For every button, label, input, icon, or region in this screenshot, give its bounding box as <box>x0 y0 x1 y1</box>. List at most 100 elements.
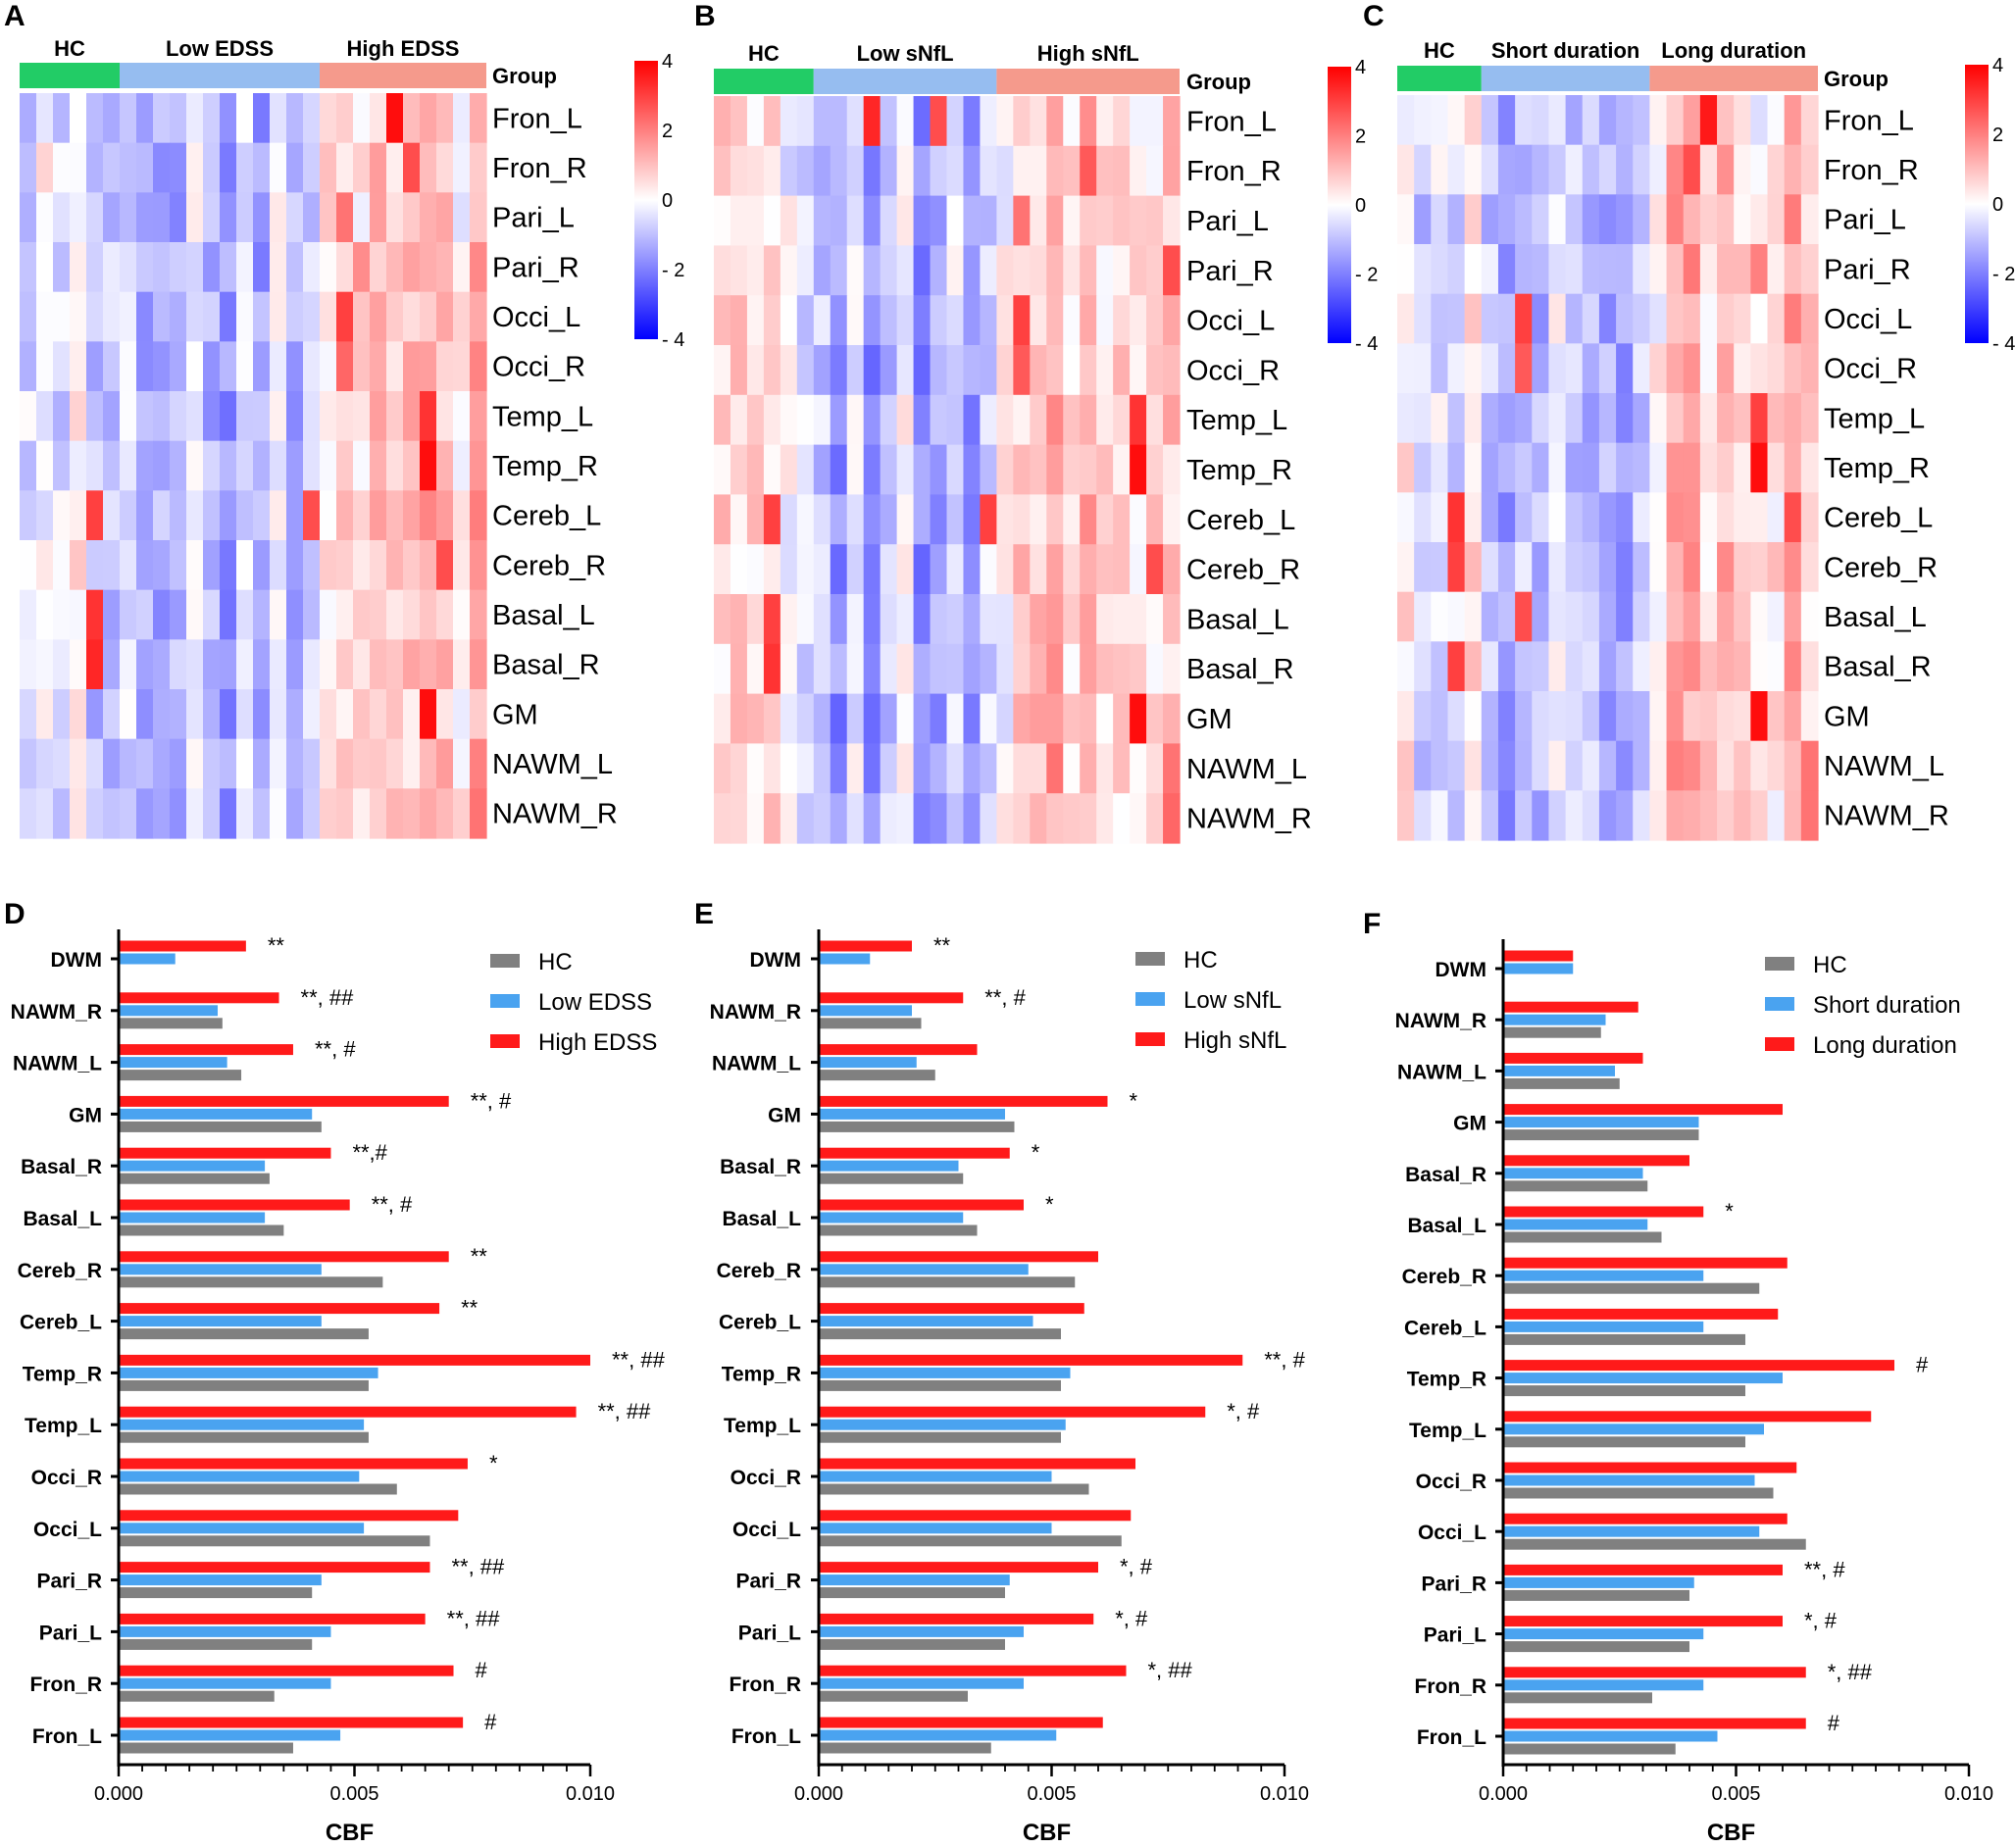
heatmap-cell <box>1130 743 1147 794</box>
bar-low-snfl <box>819 1367 1071 1378</box>
heatmap-cell <box>220 788 237 839</box>
heatmap-cell <box>1532 591 1550 642</box>
heatmap-cell <box>714 444 731 495</box>
heatmap-cell <box>253 142 271 193</box>
x-tick-label: 0.005 <box>1027 1783 1076 1805</box>
category-label-gm: GM <box>69 1104 102 1126</box>
heatmap-cell <box>220 440 237 491</box>
heatmap-cell <box>370 341 387 392</box>
heatmap-cell <box>370 738 387 789</box>
heatmap-cell <box>153 192 171 243</box>
heatmap-cell <box>1532 492 1550 543</box>
row-label-gm: GM <box>1824 701 1870 732</box>
heatmap-cell <box>120 639 137 690</box>
colorbar-tick: - 4 <box>662 329 684 351</box>
heatmap-cell <box>714 494 731 545</box>
heatmap-cell <box>980 444 997 495</box>
heatmap-cell <box>1030 494 1047 545</box>
heatmap-cell <box>1464 393 1483 444</box>
category-label-nawm-r: NAWM_R <box>11 1001 102 1024</box>
heatmap-cell <box>1146 743 1164 794</box>
heatmap-cell <box>1030 544 1047 595</box>
heatmap-cell <box>896 444 915 495</box>
heatmap-cell <box>286 142 304 193</box>
bar-hc <box>1503 1385 1745 1397</box>
heatmap-cell <box>453 291 471 342</box>
heatmap-cell <box>1699 194 1718 245</box>
heatmap-cell <box>1013 693 1031 744</box>
significance-label: **, # <box>471 1088 512 1113</box>
heatmap-cell <box>896 295 915 346</box>
heatmap-cell <box>930 394 948 446</box>
row-label-nawm-l: NAWM_L <box>1824 751 1944 782</box>
bar-long-duration <box>1503 1206 1704 1218</box>
group-bar-0 <box>714 69 814 94</box>
significance-label: *, # <box>1115 1606 1148 1630</box>
heatmap-cell <box>813 643 831 695</box>
heatmap-cell <box>1046 295 1064 346</box>
heatmap-cell <box>1030 444 1047 495</box>
heatmap-cell <box>796 394 815 446</box>
heatmap-cell <box>470 341 487 392</box>
colorbar-tick: 4 <box>1355 57 1366 78</box>
heatmap-cell <box>1096 793 1114 844</box>
heatmap-cell <box>1515 691 1533 742</box>
heatmap-cell <box>1146 594 1164 645</box>
heatmap-cell <box>1750 393 1769 444</box>
heatmap-cell <box>1063 643 1081 695</box>
bar-long-duration <box>1503 1001 1638 1013</box>
bar-high-snfl <box>819 1562 1098 1573</box>
heatmap-cell <box>1666 343 1685 394</box>
heatmap-cell <box>203 589 221 640</box>
significance-label: **, ## <box>447 1606 501 1630</box>
heatmap-cell <box>980 195 997 246</box>
significance-label: * <box>1725 1199 1734 1224</box>
heatmap-cell <box>286 589 304 640</box>
heatmap-cell <box>203 639 221 690</box>
heatmap-cell <box>303 291 321 342</box>
bar-hc <box>119 1070 242 1081</box>
heatmap-cell <box>1096 345 1114 396</box>
significance-label: *, # <box>1227 1399 1260 1423</box>
heatmap-cell <box>220 142 237 193</box>
legend-label: Low EDSS <box>538 989 652 1016</box>
heatmap-cell <box>153 291 171 342</box>
heatmap-cell <box>796 444 815 495</box>
heatmap-cell <box>1699 293 1718 344</box>
heatmap-cell <box>996 295 1014 346</box>
heatmap-cell <box>203 689 221 740</box>
bar-high-edss <box>119 1095 449 1107</box>
heatmap-cell <box>1649 95 1668 146</box>
heatmap-cell <box>1582 790 1600 841</box>
heatmap-cell <box>1431 492 1449 543</box>
heatmap-cell <box>1784 492 1802 543</box>
heatmap-panel-c: HC Short duration Long durationGroupFron_L… <box>1397 38 2015 841</box>
heatmap-cell <box>1717 393 1735 444</box>
heatmap-cell <box>470 490 487 541</box>
heatmap-cell <box>880 544 898 595</box>
heatmap-cell <box>1717 95 1735 146</box>
heatmap-cell <box>236 93 254 144</box>
heatmap-cell <box>170 341 187 392</box>
heatmap-cell <box>170 788 187 839</box>
heatmap-cell <box>70 589 87 640</box>
heatmap-cell <box>436 142 454 193</box>
heatmap-cell <box>730 643 748 695</box>
row-label-cereb-l: Cereb_L <box>492 501 601 532</box>
bar-high-edss <box>119 1510 459 1522</box>
heatmap-cell <box>863 693 882 744</box>
heatmap-cell <box>1666 691 1685 742</box>
heatmap-cell <box>1532 740 1550 791</box>
bar-hc <box>819 1742 991 1754</box>
heatmap-cell <box>153 142 171 193</box>
heatmap-cell <box>796 594 815 645</box>
heatmap-cell <box>963 245 982 296</box>
heatmap-cell <box>1683 492 1701 543</box>
heatmap-cell <box>714 145 731 197</box>
row-label-basal-l: Basal_L <box>1824 602 1927 633</box>
heatmap-cell <box>186 440 204 491</box>
group-label: HC <box>748 41 780 66</box>
heatmap-cell <box>1146 793 1164 844</box>
heatmap-cell <box>320 93 337 144</box>
heatmap-cell <box>1130 245 1147 296</box>
